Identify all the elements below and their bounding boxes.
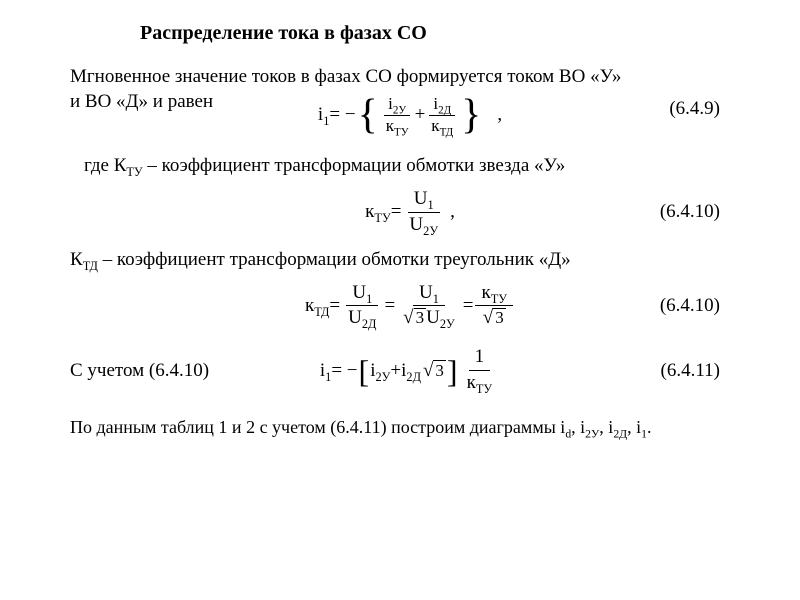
bracket-right-icon: ] (446, 355, 459, 387)
sqrt-icon-2: √3 (483, 308, 506, 329)
sqrt-icon: √3 (403, 308, 426, 329)
eq6411-frac: 1 кТУ (461, 345, 499, 396)
equation-6411: i1 = − [ i2У + i2Д √3 ] 1 кТУ (320, 345, 500, 396)
intro-line-1: Мгновенное значение токов в фазах СО фор… (70, 66, 621, 87)
equation-number-649: (6.4.9) (669, 98, 720, 120)
eq6411-lhs: i1 (320, 360, 331, 382)
eq6410b-frac1: U1 U2Д (342, 281, 382, 332)
ktd-def-b: – коэффициент трансформации обмотки треу… (98, 249, 571, 270)
eq6411-t2: i2Д (401, 360, 421, 382)
p5-s2: 2У (585, 428, 599, 441)
equation-6410b-row: кТД = U1 U2Д = U1 √3U2У = кТУ √3 (6.4.10… (70, 281, 750, 332)
closing-paragraph: По данным таблиц 1 и 2 с учетом (6.4.11)… (70, 416, 750, 439)
page: Распределение тока в фазах СО Мгновенное… (0, 0, 800, 465)
brace-right-icon: } (459, 94, 483, 136)
p5-a: По данным таблиц 1 и 2 с учетом (6.4.11)… (70, 417, 565, 437)
eq6411-eqminus: = − (331, 360, 357, 382)
ktd-definition: КТД – коэффициент трансформации обмотки … (70, 248, 750, 273)
p5-s3: 2Д (613, 428, 627, 441)
ktd-def-a: К (70, 249, 83, 270)
brace-left-icon: { (356, 94, 380, 136)
ktd-def-sub: ТД (83, 259, 98, 273)
section-title: Распределение тока в фазах СО (140, 22, 750, 45)
eq649-frac1: i2У кТУ (382, 95, 413, 135)
eq6411-left-note: С учетом (6.4.10) (70, 360, 209, 382)
sqrt-icon-3: √3 (423, 360, 446, 382)
equation-number-6411: (6.4.11) (661, 360, 720, 382)
eq6410b-eq2: = (384, 295, 395, 317)
eq6410b-frac2: U1 √3U2У (397, 281, 461, 332)
ktu-def-a: где К (84, 155, 126, 176)
eq6411-t1: i2У (370, 360, 390, 382)
eq6410b-eq3: = (463, 295, 474, 317)
p5-e: . (647, 417, 652, 437)
eq6410b-eq1: = (329, 295, 340, 317)
equation-number-6410a: (6.4.10) (660, 201, 720, 223)
eq649-lhs: i1 (318, 104, 329, 126)
bracket-left-icon: [ (358, 355, 371, 387)
eq6410a-comma: , (450, 201, 455, 223)
ktu-definition: где КТУ – коэффициент трансформации обмо… (84, 154, 750, 179)
eq6410a-eq: = (391, 201, 402, 223)
equation-number-6410b: (6.4.10) (660, 295, 720, 317)
eq6410a-frac: U1 U2У (403, 187, 444, 238)
equation-6410b: кТД = U1 U2Д = U1 √3U2У = кТУ √3 (305, 281, 515, 332)
equation-6410a: кТУ = U1 U2У , (365, 187, 455, 238)
equation-6410a-row: кТУ = U1 U2У , (6.4.10) (70, 187, 750, 238)
eq6411-plus: + (390, 360, 401, 382)
ktu-def-sub: ТУ (126, 165, 142, 179)
equation-649: i1 = − { i2У кТУ + i2Д кТД } , (318, 94, 502, 136)
eq6410a-lhs: кТУ (365, 201, 391, 223)
eq649-eqminus: = − (329, 104, 355, 126)
equation-6411-row: С учетом (6.4.10) i1 = − [ i2У + i2Д √3 … (70, 345, 750, 396)
p5-c: , i (599, 417, 613, 437)
ktu-def-b: – коэффициент трансформации обмотки звез… (143, 155, 566, 176)
eq649-plus: + (415, 104, 426, 126)
p5-d: , i (627, 417, 641, 437)
eq6410b-lhs: кТД (305, 295, 329, 317)
eq649-frac2: i2Д кТД (427, 95, 457, 135)
equation-649-row: i1 = − { i2У кТУ + i2Д кТД } , (6.4.9) (70, 94, 750, 136)
eq6410b-frac3: кТУ √3 (475, 281, 513, 332)
eq649-comma: , (497, 104, 502, 126)
p5-b: , i (571, 417, 585, 437)
